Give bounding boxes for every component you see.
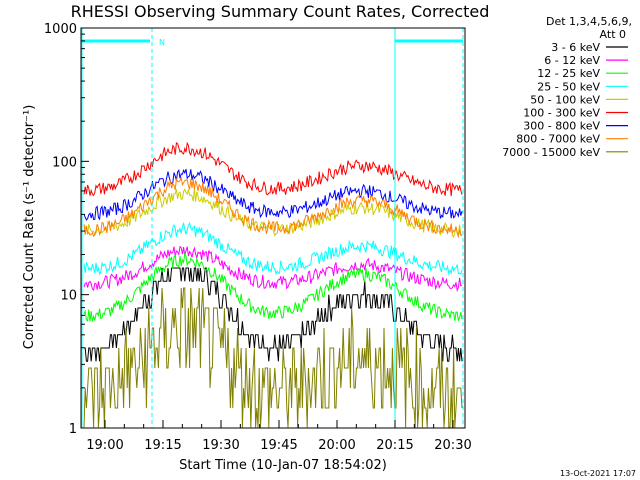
detector-info-line-1: Det 1,3,4,5,6,9,: [546, 15, 632, 28]
legend-entry-label: 50 - 100 keV: [530, 93, 600, 106]
night-marker-label: N: [159, 38, 165, 47]
series-line: [83, 287, 463, 428]
events-layer: N: [81, 28, 464, 428]
series-line: [84, 267, 463, 362]
footer-date: 13-Oct-2021 17:07: [560, 469, 636, 478]
x-tick-label: 20:15: [376, 438, 413, 453]
x-tick-label: 20:00: [318, 438, 355, 453]
y-tick-label: 100: [52, 155, 77, 170]
legend-entry-label: 7000 - 15000 keV: [502, 146, 600, 159]
y-tick-label: 1000: [44, 22, 77, 37]
x-tick-label: 20:30: [434, 438, 471, 453]
legend-entry-label: 3 - 6 keV: [551, 41, 600, 54]
series-line: [83, 251, 463, 322]
legend-entry-label: 800 - 7000 keV: [516, 133, 600, 146]
legend-entry-label: 6 - 12 keV: [544, 54, 600, 67]
x-tick-label: 19:15: [144, 438, 181, 453]
x-axis-label: Start Time (10-Jan-07 18:54:02): [179, 458, 387, 473]
series-line: [83, 168, 463, 221]
series-line: [83, 221, 463, 276]
y-ticks: 1 10 100 1000: [44, 22, 89, 437]
y-axis-label: Corrected Count Rate (s⁻¹ detector⁻¹): [22, 105, 37, 350]
x-tick-label: 19:45: [260, 438, 297, 453]
plot-frame: [80, 27, 466, 429]
legend-entry-label: 25 - 50 keV: [537, 80, 600, 93]
series-line: [83, 141, 463, 197]
x-ticks: 19:00 19:15 19:30 19:45 20:00 20:15 20:30: [86, 420, 472, 453]
x-tick-label: 19:00: [86, 438, 123, 453]
y-tick-label: 1: [69, 422, 77, 437]
series-line: [83, 245, 463, 293]
y-tick-label: 10: [60, 289, 77, 304]
series-line: [83, 188, 463, 238]
legend-entry-label: 100 - 300 keV: [523, 107, 600, 120]
series-line: [83, 177, 463, 239]
detector-info-line-2: Att 0: [600, 28, 626, 41]
x-tick-label: 19:30: [202, 438, 239, 453]
legend-entry-label: 12 - 25 keV: [537, 67, 600, 80]
chart-title: RHESSI Observing Summary Count Rates, Co…: [71, 2, 490, 21]
series-layer: [83, 141, 463, 428]
legend-entry-label: 300 - 800 keV: [523, 120, 600, 133]
